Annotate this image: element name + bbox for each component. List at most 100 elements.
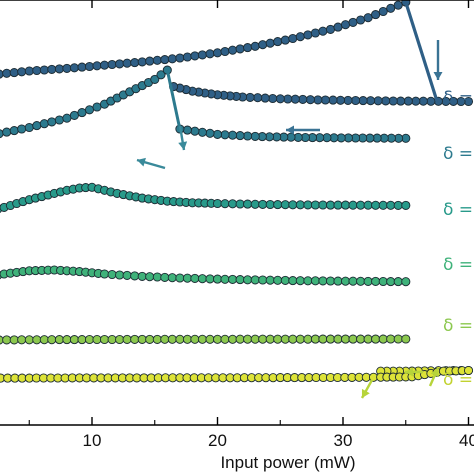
data-point (280, 200, 290, 210)
data-point (250, 41, 260, 51)
arrow-left-branch (286, 125, 320, 135)
data-point (212, 48, 223, 58)
data-point (190, 334, 200, 344)
data-point (303, 30, 313, 40)
data-point (371, 10, 381, 20)
data-point (17, 124, 27, 134)
data-point (197, 274, 207, 284)
data-point (228, 274, 238, 284)
data-point (160, 272, 170, 282)
data-point (9, 68, 19, 78)
data-point (356, 200, 366, 210)
data-point (197, 127, 207, 137)
data-point (265, 199, 275, 210)
data-point (220, 46, 230, 57)
data-point (310, 28, 320, 38)
data-point (39, 119, 49, 129)
data-point (333, 200, 343, 210)
data-point (32, 121, 42, 131)
data-point (205, 49, 215, 59)
data-point (401, 200, 411, 210)
data-point (328, 95, 338, 105)
data-point (17, 335, 27, 345)
data-point (69, 63, 79, 73)
data-point (401, 277, 411, 287)
data-point (268, 93, 278, 104)
data-point (325, 276, 336, 286)
data-point (69, 335, 79, 345)
data-point (288, 200, 298, 210)
data-point (197, 50, 207, 60)
data-point (99, 334, 110, 345)
data-point (156, 70, 166, 80)
data-point (378, 200, 388, 210)
data-point (305, 95, 315, 105)
data-point (197, 334, 207, 344)
arrow-left-branch (405, 367, 423, 377)
data-point (343, 95, 353, 105)
data-point (175, 273, 185, 283)
data-point (245, 92, 255, 102)
data-point (17, 67, 27, 77)
data-point (396, 96, 406, 106)
annotations-layer: δ = − δ = − δ = 0 δ = δ = 2 δ = 4 (136, 40, 474, 399)
data-point (39, 65, 49, 75)
data-point (84, 61, 95, 72)
data-point (381, 96, 391, 106)
data-point (2, 127, 12, 137)
data-point (190, 273, 200, 283)
data-point (243, 334, 253, 344)
data-point (150, 74, 160, 84)
data-point (393, 0, 403, 10)
data-point (145, 56, 155, 66)
data-point (205, 274, 215, 284)
data-point (303, 334, 313, 344)
data-point (325, 24, 336, 34)
data-point (288, 276, 298, 286)
data-point (378, 276, 388, 287)
data-point (348, 200, 358, 210)
data-point (115, 270, 125, 280)
data-point (418, 96, 428, 106)
data-point (160, 334, 170, 344)
data-point (303, 200, 313, 210)
data-point (325, 200, 336, 210)
data-point (335, 95, 346, 105)
data-point (378, 334, 388, 344)
data-point (366, 96, 376, 106)
data-point (62, 335, 72, 345)
data-point (205, 334, 215, 344)
data-point (318, 334, 328, 344)
data-point (373, 96, 383, 106)
data-point (152, 334, 162, 344)
data-point (220, 334, 230, 344)
data-point (182, 52, 192, 62)
data-point (235, 334, 245, 344)
data-point (54, 64, 64, 74)
data-point (107, 269, 117, 280)
data-point (325, 334, 336, 344)
arrow-up-jump (428, 367, 440, 387)
data-point (275, 94, 285, 104)
data-point (167, 54, 177, 64)
data-point (99, 60, 110, 70)
data-point (386, 277, 396, 287)
x-tick-label: 40 (459, 431, 474, 450)
data-point (253, 93, 263, 103)
data-point (54, 115, 64, 125)
data-point (122, 270, 132, 280)
jump-line (404, 1, 439, 103)
data-point (92, 61, 102, 71)
x-tick-label: 10 (83, 431, 102, 450)
arrow-left-branch (136, 157, 166, 170)
data-point (24, 66, 34, 76)
data-point (288, 33, 298, 44)
x-axis-title: Input power (mW) (220, 453, 355, 472)
series-label: δ = 2 (443, 316, 474, 336)
data-point (411, 96, 421, 106)
data-point (2, 335, 12, 345)
data-point (24, 122, 34, 133)
data-point (9, 126, 19, 136)
data-point (320, 95, 330, 105)
